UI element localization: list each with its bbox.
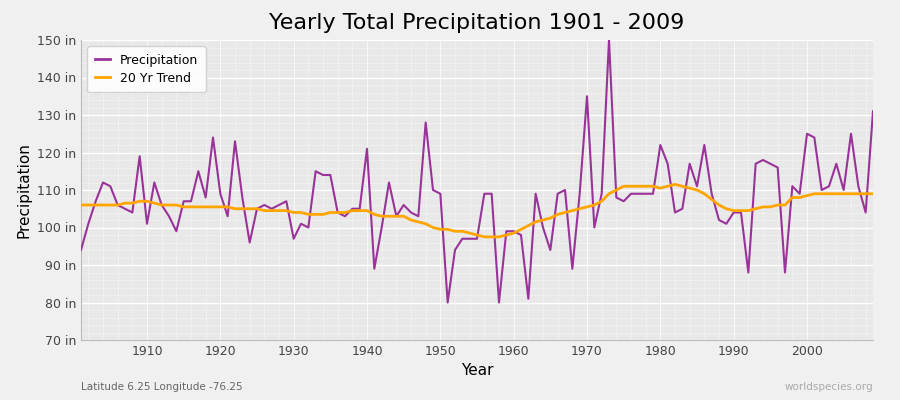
Text: worldspecies.org: worldspecies.org: [785, 382, 873, 392]
X-axis label: Year: Year: [461, 364, 493, 378]
Text: Latitude 6.25 Longitude -76.25: Latitude 6.25 Longitude -76.25: [81, 382, 243, 392]
Legend: Precipitation, 20 Yr Trend: Precipitation, 20 Yr Trend: [87, 46, 205, 92]
Y-axis label: Precipitation: Precipitation: [16, 142, 32, 238]
Title: Yearly Total Precipitation 1901 - 2009: Yearly Total Precipitation 1901 - 2009: [269, 13, 685, 33]
